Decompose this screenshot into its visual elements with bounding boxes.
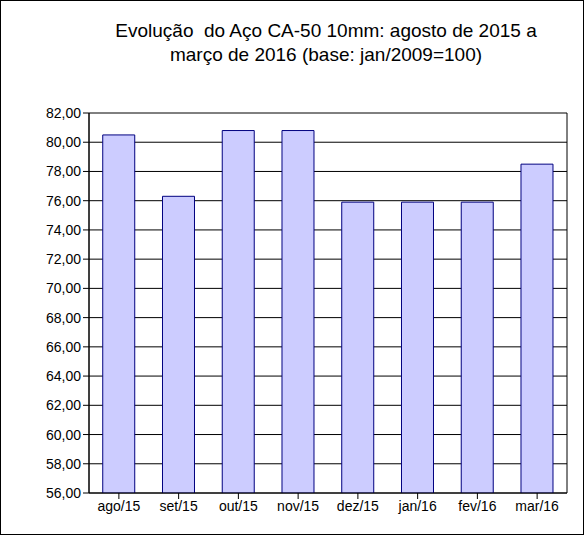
svg-text:mar/16: mar/16 [515,498,559,514]
svg-text:ago/15: ago/15 [97,498,140,514]
svg-text:58,00: 58,00 [46,456,81,472]
svg-text:jan/16: jan/16 [398,498,437,514]
svg-text:68,00: 68,00 [46,310,81,326]
svg-text:76,00: 76,00 [46,193,81,209]
svg-text:set/15: set/15 [160,498,198,514]
svg-text:78,00: 78,00 [46,163,81,179]
html-text:Evolução do Aço CA-50 10mm: ag: Evolução do Aço CA-50 10mm: agosto de 20… [115,20,542,65]
svg-text:62,00: 62,00 [46,397,81,413]
svg-text:60,00: 60,00 [46,427,81,443]
svg-text:82,00: 82,00 [46,105,81,121]
svg-text:out/15: out/15 [219,498,258,514]
svg-text:fev/16: fev/16 [458,498,496,514]
svg-text:72,00: 72,00 [46,251,81,267]
svg-text:66,00: 66,00 [46,339,81,355]
svg-text:70,00: 70,00 [46,280,81,296]
svg-text:74,00: 74,00 [46,222,81,238]
svg-text:nov/15: nov/15 [277,498,319,514]
svg-text:dez/15: dez/15 [337,498,379,514]
svg-text:64,00: 64,00 [46,368,81,384]
svg-text:80,00: 80,00 [46,134,81,150]
svg-text:56,00: 56,00 [46,485,81,501]
